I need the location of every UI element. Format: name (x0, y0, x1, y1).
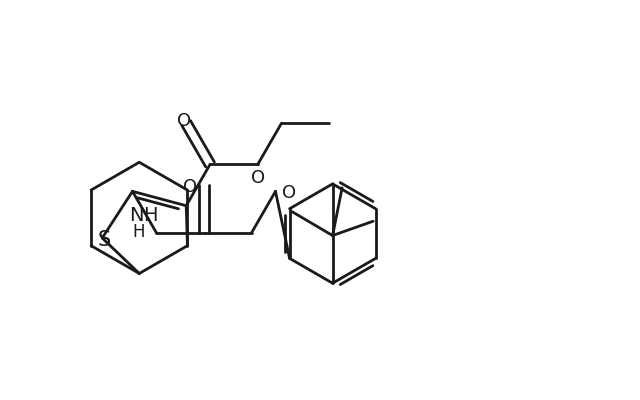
Text: N: N (129, 206, 144, 226)
Text: O: O (177, 112, 191, 130)
Text: S: S (97, 230, 111, 250)
Text: H: H (143, 206, 157, 226)
Text: O: O (251, 169, 265, 187)
Text: O: O (183, 178, 197, 196)
Text: H: H (132, 223, 145, 241)
Text: O: O (282, 184, 296, 202)
